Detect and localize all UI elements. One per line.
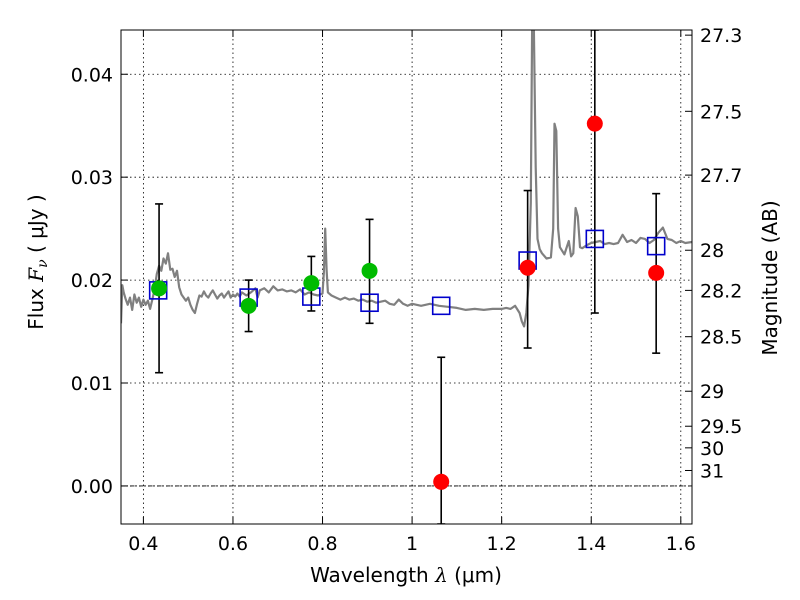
red-data-point <box>519 259 536 276</box>
spectrum-line <box>121 30 692 328</box>
magnitude-tick-label: 28.5 <box>700 327 742 349</box>
magnitude-tick-label: 30 <box>700 438 724 460</box>
x-tick-label: 0.6 <box>218 533 248 555</box>
y-tick-label: 0.03 <box>71 167 113 189</box>
x-tick-label: 1.2 <box>487 533 517 555</box>
magnitude-tick-label: 28 <box>700 240 724 262</box>
plot-content <box>121 30 692 524</box>
magnitude-tick-label: 27.7 <box>700 165 742 187</box>
magnitude-tick-label: 31 <box>700 460 724 482</box>
magnitude-tick-label: 28.2 <box>700 280 742 302</box>
red-data-point <box>433 473 450 490</box>
magnitude-tick-label: 29 <box>700 381 724 403</box>
model-square <box>360 293 379 313</box>
plot-frame <box>120 29 693 525</box>
x-tick-label: 0.8 <box>307 533 337 555</box>
x-tick-label: 0.4 <box>128 533 158 555</box>
model-square <box>431 296 451 316</box>
model-square <box>585 229 605 249</box>
y-tick-label: 0.00 <box>71 476 113 498</box>
x-axis-label: Wavelength λ (μm) <box>310 563 502 587</box>
axis-ticks: 0.4 0.6 0.8 1 1.2 1.4 1.6 0.00 0.01 0.02 0.03 0.04 2… <box>71 25 743 555</box>
model-square <box>646 236 666 256</box>
y-tick-label: 0.02 <box>71 270 113 292</box>
x-tick-label: 1 <box>406 533 418 555</box>
magnitude-tick-label: 29.5 <box>700 416 742 438</box>
y-tick-label: 0.01 <box>71 373 113 395</box>
magnitude-axis-label: Magnitude (AB) <box>758 200 782 355</box>
green-data-point <box>151 280 168 297</box>
x-tick-label: 1.6 <box>666 533 696 555</box>
magnitude-tick-label: 27.3 <box>700 25 742 47</box>
green-data-point <box>361 262 378 279</box>
y-tick-label: 0.04 <box>71 64 113 86</box>
y-axis-label: Flux Fν ( μJy ) <box>24 194 51 329</box>
green-data-point <box>240 297 257 314</box>
red-data-point <box>586 115 603 132</box>
x-tick-label: 1.4 <box>576 533 606 555</box>
red-data-point <box>648 264 665 281</box>
grid <box>121 30 692 524</box>
magnitude-tick-label: 27.5 <box>700 101 742 123</box>
plot-area <box>121 30 692 524</box>
green-data-point <box>303 275 320 292</box>
